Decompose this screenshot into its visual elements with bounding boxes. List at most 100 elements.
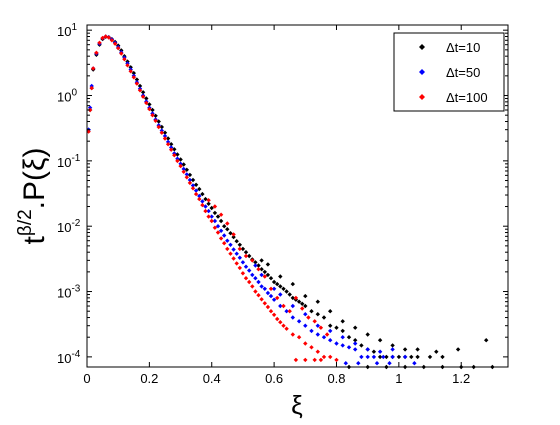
y-tick-exponent: -3 [71,284,80,295]
data-point-series-0 [259,267,264,272]
data-point-series-2 [262,274,267,279]
data-point-series-1 [237,255,242,260]
data-point-series-0 [353,325,358,330]
data-point-series-1 [271,286,277,291]
data-point-series-2 [303,341,308,346]
data-point-series-2 [284,326,289,331]
data-point-series-0 [315,312,320,317]
data-point-series-2 [190,186,196,191]
data-point-series-0 [169,142,174,147]
data-point-series-1 [268,293,274,299]
data-point-series-2 [290,332,295,337]
data-point-series-2 [225,221,230,226]
data-point-series-0 [455,347,461,352]
y-tick-label: 10-2 [57,218,81,235]
data-point-series-2 [128,69,133,74]
data-point-series-2 [212,225,218,230]
data-point-series-0 [303,303,308,309]
data-point-series-0 [300,301,305,306]
data-point-series-1 [243,264,249,269]
data-point-series-0 [237,242,242,247]
data-point-series-2 [144,100,149,106]
data-point-series-1 [225,238,230,243]
plot-area-frame [86,24,509,368]
data-point-series-0 [359,343,364,348]
data-point-series-2 [159,130,164,135]
data-point-series-2 [303,357,308,363]
data-point-series-0 [321,315,327,320]
data-point-series-2 [275,316,280,322]
data-point-series-1 [381,354,386,360]
data-point-series-0 [315,299,320,304]
y-tick-label: 101 [57,22,77,39]
data-point-series-1 [377,349,383,354]
data-point-series-1 [178,161,183,166]
data-point-series-2 [206,198,211,203]
data-point-series-1 [365,347,370,352]
data-point-series-0 [334,325,339,330]
data-point-series-2 [187,180,193,186]
data-point-series-0 [296,299,302,304]
data-point-series-1 [303,323,308,328]
data-point-series-1 [334,341,339,346]
data-point-series-1 [365,354,370,360]
legend-entry-0: Δt=10 [419,40,480,55]
data-point-series-0 [247,253,252,259]
data-point-series-0 [396,354,402,360]
y-axis-label-rest: .P(ξ) [18,148,51,210]
data-point-series-1 [346,345,352,350]
data-point-series-1 [309,328,314,334]
data-point-series-1 [181,166,186,172]
data-point-series-2 [293,295,299,301]
data-point-series-2 [184,175,189,180]
data-point-series-2 [247,279,252,285]
y-tick-base: 10 [57,155,71,170]
data-point-series-0 [193,182,199,187]
data-point-series-0 [234,239,239,244]
data-point-series-1 [253,276,258,281]
data-point-series-1 [284,309,289,314]
data-point-series-2 [218,212,224,217]
y-tick-label: 10-4 [57,349,81,366]
data-point-series-0 [415,354,420,360]
data-point-series-2 [281,323,286,328]
data-point-series-0 [287,292,292,297]
data-point-series-2 [228,251,233,256]
data-point-series-2 [100,35,105,41]
data-point-series-2 [131,75,136,80]
legend-label: Δt=50 [446,65,480,80]
data-point-series-2 [243,253,249,259]
x-tick-label: 0.2 [140,371,158,386]
data-point-series-0 [206,201,211,206]
y-tick-label: 100 [57,88,77,105]
data-point-series-1 [371,354,377,360]
y-tick-exponent: -4 [71,349,80,360]
data-point-series-0 [265,272,271,278]
data-point-series-1 [303,312,308,317]
data-point-series-0 [340,319,345,324]
data-point-series-2 [300,306,305,311]
data-point-series-1 [259,272,264,278]
data-point-series-2 [156,124,161,130]
data-point-series-1 [340,343,345,348]
data-point-series-0 [440,354,445,360]
data-point-series-0 [278,284,283,289]
y-tick-exponent: -2 [71,218,80,229]
data-point-series-1 [290,303,295,309]
data-point-series-1 [315,323,320,328]
legend-marker-icon [419,94,425,100]
x-tick-label: 1 [395,371,402,386]
data-point-series-1 [250,272,255,278]
data-point-series-2 [181,169,186,174]
data-point-series-2 [293,357,299,363]
data-point-series-0 [328,323,333,328]
data-point-series-0 [353,338,358,343]
data-point-series-1 [321,335,327,340]
data-point-series-2 [234,261,239,266]
data-point-series-2 [231,256,236,261]
data-point-series-2 [169,147,174,152]
data-point-series-0 [243,250,249,255]
data-point-series-2 [268,309,274,314]
data-point-series-2 [89,85,94,91]
data-point-series-0 [309,309,314,314]
